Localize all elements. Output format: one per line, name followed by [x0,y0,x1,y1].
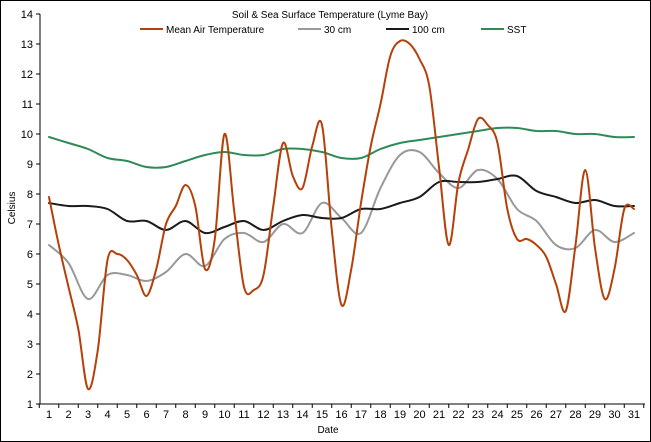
y-tick-label: 1 [27,399,33,411]
x-tick-label: 23 [472,409,484,421]
x-tick-label: 6 [143,409,149,421]
y-tick-label: 12 [21,69,33,81]
x-tick-label: 14 [296,409,308,421]
legend: Mean Air Temperature 30 cm 100 cm SST [140,25,526,36]
x-axis-ticks: 1 2 3 4 5 6 7 8 9 10 11 12 13 14 15 16 17 18 19 20 21 22 23 24 2… [38,404,645,421]
series-line-100-cm [48,174,635,235]
y-tick-label: 8 [27,189,33,201]
legend-label-mean-air-temperature: Mean Air Temperature [166,25,265,36]
x-tick-label: 20 [413,409,425,421]
x-tick-label: 10 [218,409,230,421]
x-tick-label: 30 [608,409,620,421]
x-tick-label: 5 [124,409,130,421]
y-tick-label: 3 [27,339,33,351]
x-tick-label: 26 [530,409,542,421]
x-tick-label: 15 [316,409,328,421]
x-tick-label: 4 [104,409,110,421]
x-tick-label: 9 [202,409,208,421]
x-tick-label: 24 [491,409,503,421]
x-tick-label: 21 [433,409,445,421]
x-tick-label: 28 [569,409,581,421]
legend-label-30-cm: 30 cm [324,25,351,36]
y-tick-label: 2 [27,369,33,381]
y-tick-label: 13 [21,39,33,51]
x-tick-label: 31 [628,409,640,421]
x-tick-label: 13 [277,409,289,421]
series-line-mean-air-temperature [48,39,635,391]
x-tick-label: 11 [238,409,249,421]
x-tick-label: 7 [163,409,169,421]
x-tick-label: 18 [374,409,386,421]
series-line-sst [48,126,635,169]
y-tick-label: 10 [21,129,33,141]
y-tick-label: 5 [27,279,33,291]
y-tick-label: 6 [27,249,33,261]
y-tick-label: 11 [22,99,33,111]
x-tick-label: 16 [335,409,347,421]
x-axis-label: Date [317,425,339,436]
x-tick-label: 22 [452,409,464,421]
x-tick-label: 12 [257,409,269,421]
x-tick-label: 3 [85,409,91,421]
y-tick-label: 9 [27,159,33,171]
y-axis-label: Celsius [7,192,18,225]
x-tick-label: 29 [589,409,601,421]
series-lines [48,39,635,391]
axes [39,14,645,405]
x-tick-label: 19 [394,409,406,421]
x-tick-label: 8 [182,409,188,421]
x-tick-label: 2 [65,409,71,421]
x-tick-label: 17 [355,409,367,421]
legend-label-100-cm: 100 cm [412,25,445,36]
y-tick-label: 14 [21,9,33,21]
x-tick-label: 25 [511,409,523,421]
y-tick-label: 4 [27,309,33,321]
x-tick-label: 27 [550,409,562,421]
y-tick-label: 7 [27,219,33,231]
x-tick-label: 1 [46,409,52,421]
chart-title: Soil & Sea Surface Temperature (Lyme Bay… [232,10,428,21]
legend-label-sst: SST [507,25,526,36]
